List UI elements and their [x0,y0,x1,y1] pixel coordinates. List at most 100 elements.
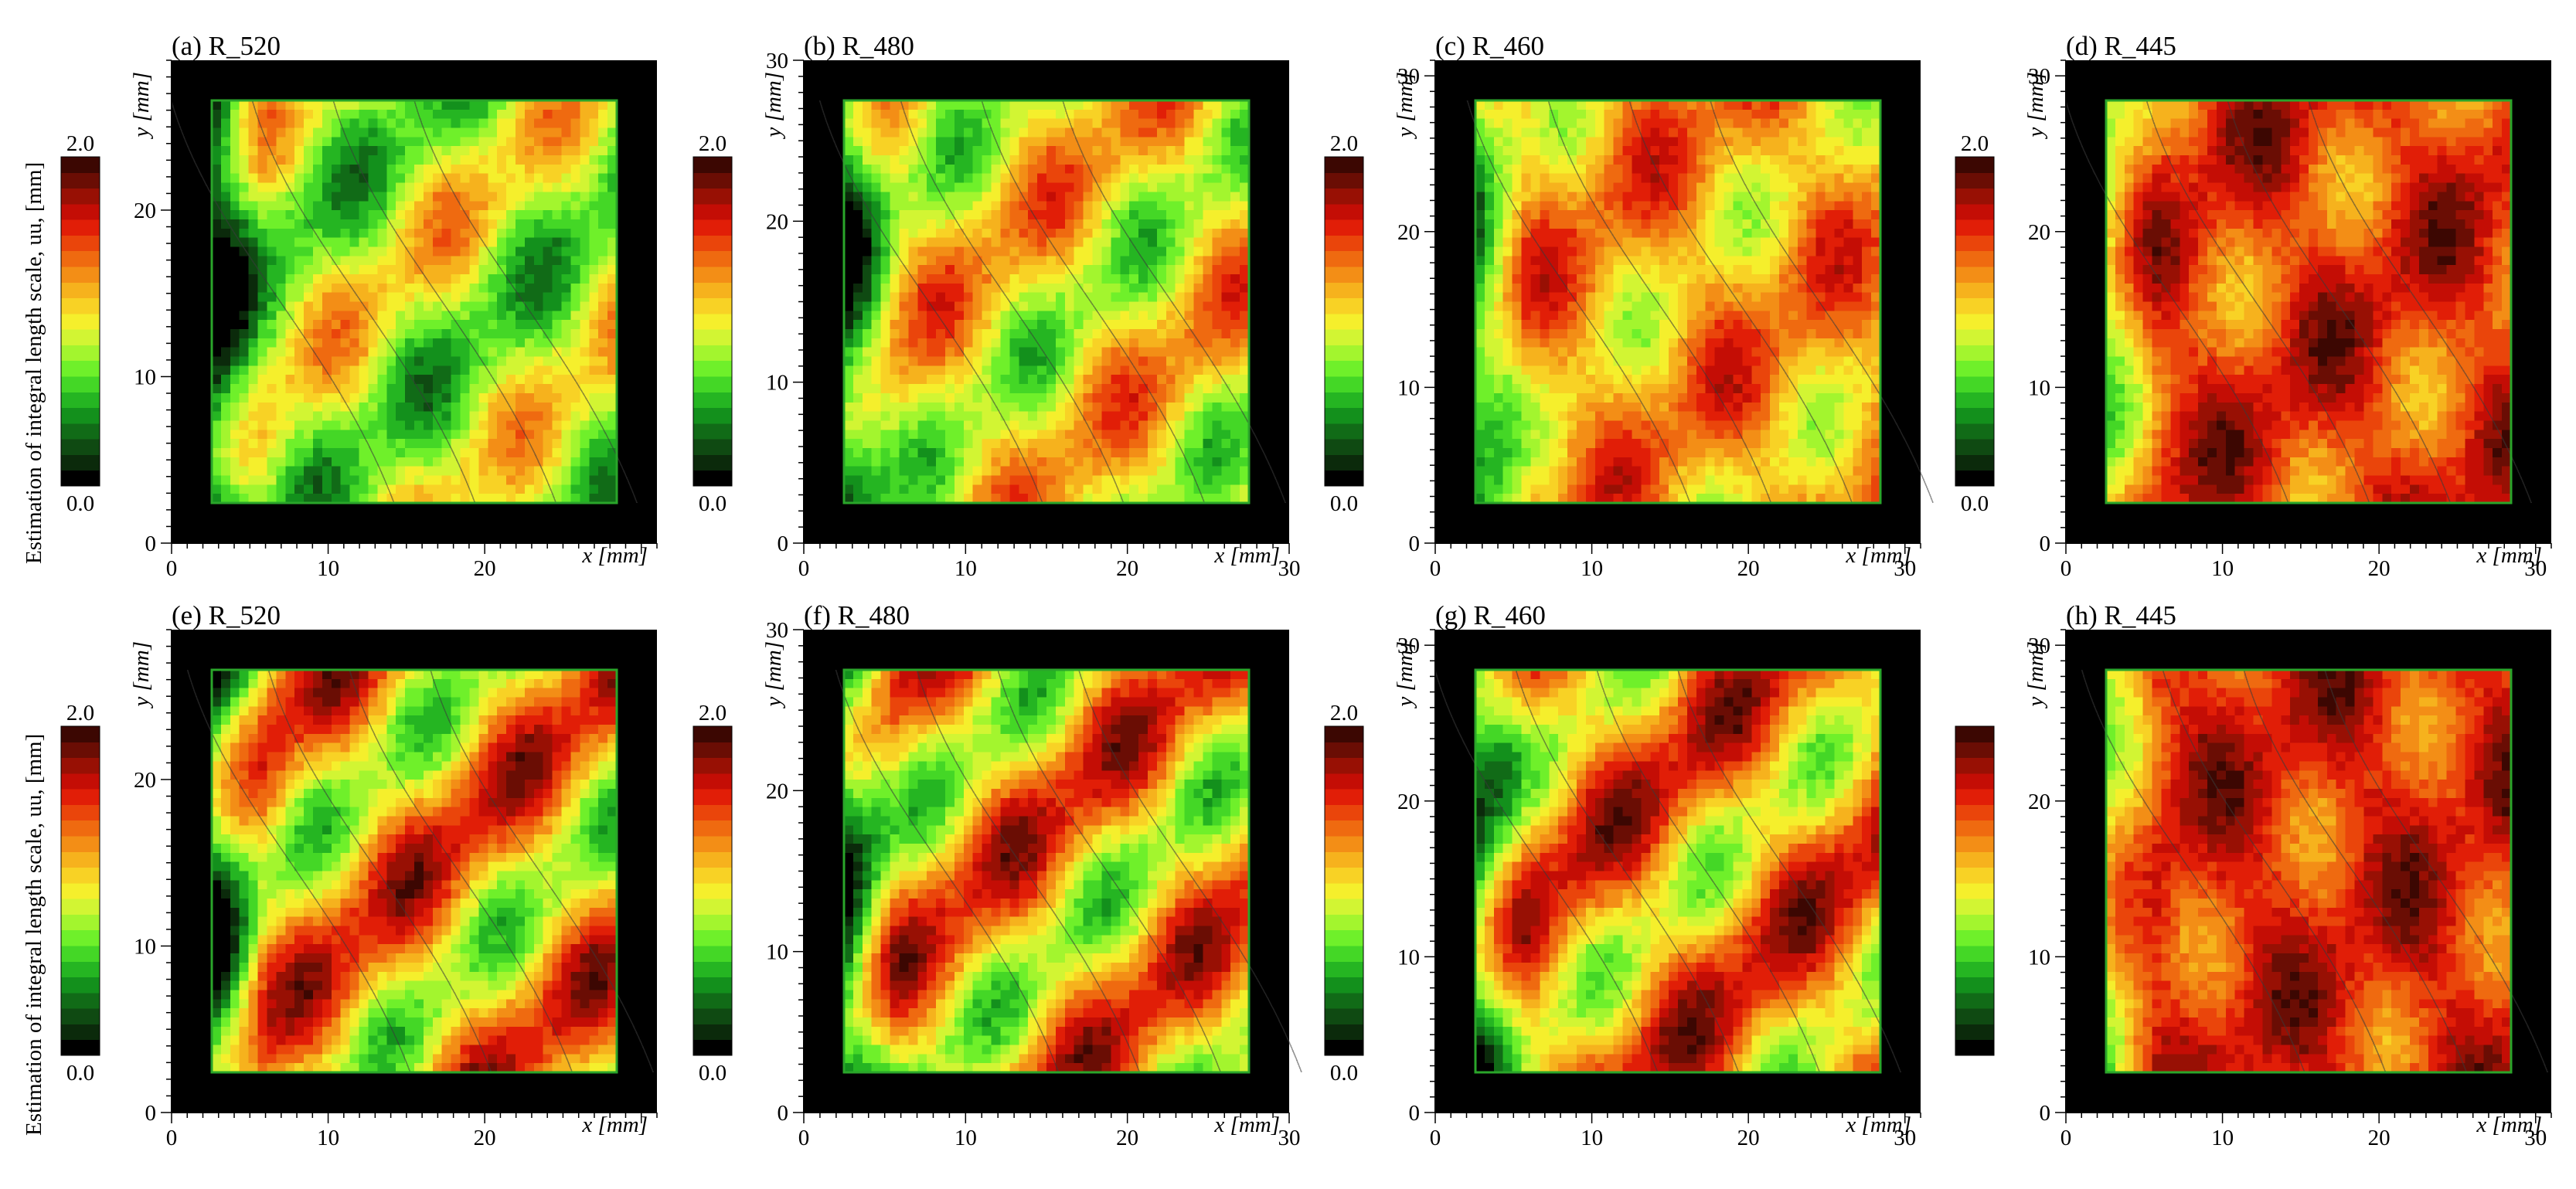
heatmap-cell [580,411,590,422]
heatmap-cell [890,155,900,165]
heatmap-cell [1484,237,1495,248]
heatmap-cell [936,228,946,239]
heatmap-cell [1484,118,1495,129]
heatmap-cell [1678,155,1688,165]
heatmap-cell [349,228,360,239]
heatmap-cell [1212,155,1222,165]
heatmap-cell [1055,392,1066,403]
heatmap-cell [552,127,563,138]
heatmap-cell [368,420,378,430]
heatmap-cell [561,164,572,175]
heatmap-cell [844,237,854,248]
heatmap-cell [543,246,553,256]
heatmap-cell [1521,246,1532,256]
heatmap-cell [516,127,526,138]
heatmap-cell [1632,192,1642,202]
heatmap-cell [589,329,599,339]
heatmap-cell [1129,292,1139,303]
heatmap-cell [1530,273,1540,284]
heatmap-cell [267,201,277,211]
heatmap-cell [1138,127,1148,138]
heatmap-cell [589,219,599,229]
heatmap-cell [386,100,396,110]
heatmap-cell [414,237,424,248]
heatmap-cell [1165,192,1176,202]
heatmap-cell [954,392,965,403]
heatmap-cell [1129,228,1139,239]
heatmap-cell [478,384,488,394]
heatmap-cell [1129,100,1139,110]
colorbar-swatch [61,250,100,267]
heatmap-cell [524,256,535,266]
heatmap-cell [1797,146,1808,156]
heatmap-cell [331,273,342,284]
heatmap-cell [533,173,544,184]
heatmap-cell [497,146,507,156]
heatmap-cell [1585,127,1596,138]
heatmap-cell [954,164,965,175]
heatmap-cell [1733,146,1743,156]
heatmap-cell [423,301,434,311]
heatmap-cell [405,173,415,184]
heatmap-cell [478,320,488,330]
heatmap-cell [1009,219,1019,229]
heatmap-cell [441,457,452,467]
heatmap-cell [552,173,563,184]
heatmap-cell [1138,365,1148,375]
heatmap-cell [340,311,351,321]
heatmap-cell [460,118,471,129]
heatmap-cell [1613,228,1624,239]
heatmap-cell [1733,100,1743,110]
heatmap-cell [561,375,572,385]
heatmap-cell [607,137,618,147]
heatmap-cell [285,320,295,330]
heatmap-cell [1019,484,1029,494]
heatmap-cell [285,118,295,129]
heatmap-cell [1751,219,1761,229]
heatmap-cell [1230,237,1240,248]
heatmap-cell [322,402,332,413]
heatmap-cell [1193,182,1204,193]
heatmap-cell [451,347,461,358]
heatmap-cell [1678,100,1688,110]
heatmap-cell [1074,256,1084,266]
heatmap-cell [963,219,974,229]
heatmap-cell [972,146,983,156]
heatmap-cell [1028,146,1038,156]
heatmap-cell [506,365,516,375]
heatmap-cell [1165,392,1176,403]
heatmap-cell [908,237,918,248]
heatmap-cell [1055,301,1066,311]
heatmap-cell [1184,301,1195,311]
heatmap-cell [1019,292,1029,303]
heatmap-cell [294,420,305,430]
heatmap-cell [506,466,516,477]
heatmap-cell [524,420,535,430]
heatmap-cell [1577,137,1587,147]
heatmap-cell [423,447,434,458]
heatmap-cell [543,375,553,385]
heatmap-cell [1037,109,1047,120]
heatmap-cell [1037,384,1047,394]
heatmap-cell [589,164,599,175]
heatmap-cell [533,402,544,413]
heatmap-cell [1806,100,1817,110]
heatmap-cell [1696,283,1707,294]
heatmap-cell [945,146,955,156]
heatmap-cell [880,219,891,229]
heatmap-cell [598,100,608,110]
heatmap-cell [936,201,946,211]
heatmap-cell [248,356,259,366]
heatmap-cell [890,484,900,494]
heatmap-cell [1138,466,1148,477]
heatmap-cell [880,210,891,220]
heatmap-cell [862,457,873,467]
heatmap-cell [954,109,965,120]
heatmap-cell [1815,246,1826,256]
heatmap-cell [936,384,946,394]
heatmap-cell [1530,219,1540,229]
heatmap-cell [1092,256,1103,266]
heatmap-cell [880,356,891,366]
heatmap-cell [304,494,314,504]
